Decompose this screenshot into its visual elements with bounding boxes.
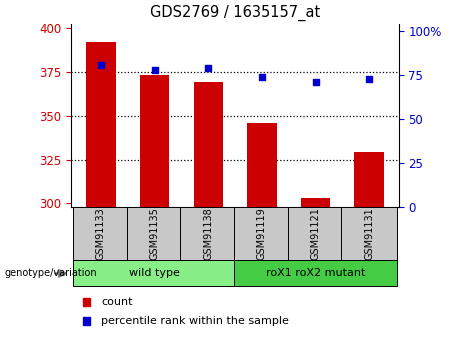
Bar (288, 207, 343, 260)
Bar (234, 260, 397, 286)
Point (312, 79, 319, 85)
Bar (247, 122, 277, 207)
Text: GSM91119: GSM91119 (257, 207, 267, 260)
Bar (83, 317, 90, 325)
Point (97, 62, 105, 67)
Title: GDS2769 / 1635157_at: GDS2769 / 1635157_at (150, 5, 320, 21)
Text: GSM91133: GSM91133 (96, 207, 106, 260)
Text: count: count (101, 297, 133, 307)
Bar (234, 207, 290, 260)
Bar (180, 207, 236, 260)
Bar (301, 198, 331, 207)
Text: roX1 roX2 mutant: roX1 roX2 mutant (266, 268, 365, 278)
Text: genotype/variation: genotype/variation (5, 268, 97, 278)
Text: percentile rank within the sample: percentile rank within the sample (101, 316, 290, 326)
Bar (73, 207, 129, 260)
Text: GSM91131: GSM91131 (364, 207, 374, 260)
Text: GSM91135: GSM91135 (150, 207, 160, 260)
Text: wild type: wild type (129, 268, 180, 278)
Text: GSM91138: GSM91138 (203, 207, 213, 260)
Bar (73, 260, 236, 286)
Point (151, 67, 158, 72)
Bar (86, 42, 116, 207)
Text: GSM91121: GSM91121 (311, 207, 320, 260)
Bar (341, 207, 397, 260)
Bar (355, 152, 384, 207)
Bar (83, 297, 90, 306)
Bar (194, 82, 223, 207)
Bar (140, 75, 169, 207)
Bar (127, 207, 183, 260)
Point (258, 74, 266, 80)
Point (205, 65, 212, 71)
Point (366, 76, 373, 81)
